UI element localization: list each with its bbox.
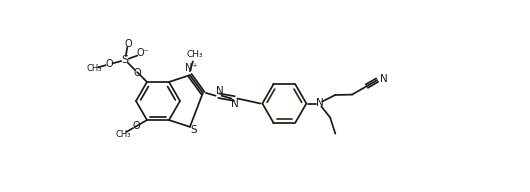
- Text: N: N: [216, 86, 224, 96]
- Text: S: S: [191, 125, 197, 135]
- Text: O: O: [133, 121, 140, 131]
- Text: CH₃: CH₃: [86, 64, 102, 73]
- Text: N: N: [381, 74, 388, 84]
- Text: N: N: [232, 98, 239, 108]
- Text: CH₃: CH₃: [187, 50, 203, 59]
- Text: N⁺: N⁺: [184, 63, 197, 73]
- Text: O: O: [134, 68, 142, 78]
- Text: O: O: [106, 59, 113, 69]
- Text: S: S: [121, 55, 129, 65]
- Text: CH₃: CH₃: [115, 130, 130, 139]
- Text: O: O: [124, 39, 131, 49]
- Text: O⁻: O⁻: [137, 48, 149, 58]
- Text: N: N: [316, 98, 324, 108]
